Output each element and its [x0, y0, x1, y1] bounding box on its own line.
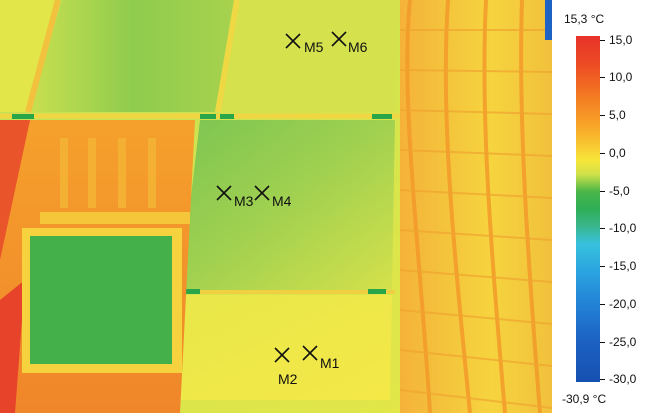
- marker-m6-cross: [331, 31, 347, 47]
- marker-m4-label: M4: [272, 193, 292, 209]
- scale-min-label: -30,9 °C: [562, 392, 607, 406]
- tick-label: -10,0: [609, 221, 637, 235]
- tick-mark: [600, 77, 605, 78]
- marker-m5-cross: [285, 33, 301, 49]
- marker-m4-cross: [254, 185, 270, 201]
- color-bar: [576, 36, 600, 382]
- tick-mark: [600, 153, 605, 154]
- tick-mark: [600, 379, 605, 380]
- temperature-scale: 15,3 °C 15,0 10,0 5,0 0,0 -5,0 -10,0 -15…: [552, 0, 658, 413]
- marker-m5-label: M5: [304, 39, 324, 55]
- marker-m6-label: M6: [348, 39, 368, 55]
- marker-m2-label: M2: [278, 371, 298, 387]
- tick-label: 5,0: [609, 108, 626, 122]
- scale-max-label: 15,3 °C: [564, 12, 605, 26]
- marker-m3-cross: [216, 185, 232, 201]
- tick-label: -20,0: [609, 297, 637, 311]
- tick-mark: [600, 342, 605, 343]
- tick-mark: [600, 115, 605, 116]
- tick-mark: [600, 304, 605, 305]
- tick-mark: [600, 228, 605, 229]
- tick-label: -25,0: [609, 335, 637, 349]
- tick-label: -15,0: [609, 259, 637, 273]
- tick-label: -30,0: [609, 372, 637, 386]
- tick-label: 10,0: [609, 70, 633, 84]
- tick-label: 15,0: [609, 33, 633, 47]
- marker-m3-label: M3: [234, 193, 254, 209]
- tick-mark: [600, 266, 605, 267]
- tick-mark: [600, 40, 605, 41]
- marker-m1-cross: [302, 345, 318, 361]
- thermal-image: M5 M6 M3 M4 M2 M1: [0, 0, 552, 413]
- tick-mark: [600, 191, 605, 192]
- marker-m1-label: M1: [320, 355, 340, 371]
- marker-m2-cross: [274, 347, 290, 363]
- tick-label: -5,0: [609, 184, 630, 198]
- tick-label: 0,0: [609, 146, 626, 160]
